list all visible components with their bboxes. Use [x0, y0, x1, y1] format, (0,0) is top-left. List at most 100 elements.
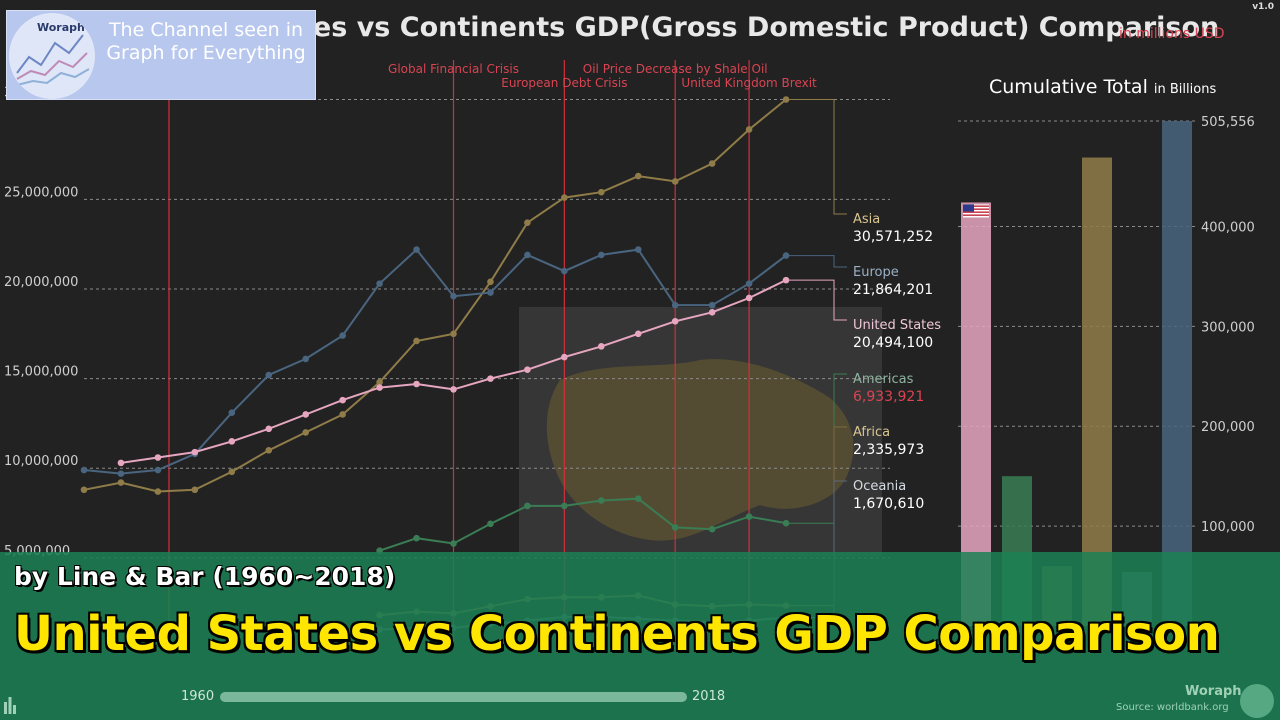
cumulative-title-text: Cumulative Total	[989, 76, 1148, 98]
data-point	[598, 497, 605, 504]
data-point	[524, 366, 531, 373]
bar-tick-label: 100,000	[1201, 520, 1255, 535]
data-point	[598, 188, 605, 196]
event-label: Oil Price Decrease by Shale Oil	[583, 62, 768, 76]
data-point	[598, 251, 605, 259]
flag-stripe	[963, 211, 989, 213]
data-point	[302, 355, 310, 363]
logo-tagline: The Channel seen in Graph for Everything	[106, 19, 306, 64]
data-point	[376, 384, 383, 391]
series-name-label: Asia	[853, 212, 880, 227]
data-point	[634, 246, 642, 253]
data-point	[782, 252, 790, 259]
chart-title: tes vs Continents GDP(Gross Domestic Pro…	[300, 12, 1220, 43]
timeline-start: 1960	[181, 689, 215, 704]
data-point	[228, 409, 236, 416]
data-point	[634, 330, 642, 338]
data-point	[782, 519, 790, 527]
data-point	[524, 251, 531, 259]
data-point	[745, 513, 753, 520]
label-connector	[789, 99, 847, 215]
event-label: United Kingdom Brexit	[681, 76, 817, 90]
data-point	[487, 375, 494, 382]
series-name-label: United States	[853, 318, 941, 333]
timeline-end: 2018	[692, 689, 726, 704]
data-point	[117, 459, 125, 467]
y-tick-label: 10,000,000	[4, 454, 78, 469]
series-name-label: Africa	[853, 425, 890, 440]
series-value-label: 6,933,921	[853, 389, 924, 405]
data-point	[302, 411, 310, 418]
data-point	[561, 267, 568, 275]
data-point	[413, 380, 420, 388]
footer-logo-icon	[1240, 684, 1274, 718]
data-point	[450, 292, 457, 300]
data-point	[117, 470, 125, 477]
data-point	[339, 411, 346, 418]
bar-tick-label: 400,000	[1201, 220, 1255, 235]
series-end-labels: Asia 30,571,252 Europe 21,864,201 United Sta…	[789, 99, 941, 619]
data-point	[708, 160, 716, 167]
data-point	[598, 343, 605, 350]
data-point	[487, 289, 494, 296]
flag-stripe	[963, 205, 989, 207]
data-point	[228, 438, 236, 445]
label-connector	[789, 279, 847, 321]
data-point	[413, 337, 420, 345]
bar-chart-icon	[4, 697, 16, 714]
data-point	[745, 280, 753, 287]
data-point	[671, 301, 679, 309]
bar-tick-label: 505,556	[1201, 115, 1255, 130]
data-point	[450, 330, 457, 338]
footer-brand: Woraph	[1185, 684, 1242, 699]
data-point	[80, 466, 88, 474]
series-name-label: Americas	[853, 372, 914, 387]
data-point	[782, 96, 790, 103]
data-point	[191, 448, 199, 456]
data-point	[450, 540, 457, 547]
data-point	[413, 534, 420, 542]
series-value-label: 21,864,201	[853, 282, 933, 298]
data-point	[524, 219, 531, 226]
data-point	[450, 386, 457, 393]
data-point	[671, 178, 679, 185]
data-point	[487, 520, 494, 528]
data-point	[671, 524, 679, 531]
footer-source: Source: worldbank.org	[1116, 702, 1229, 713]
flag-stripe	[963, 214, 989, 216]
data-point	[634, 172, 642, 180]
series-name-label: Oceania	[853, 479, 906, 494]
data-point	[671, 317, 679, 325]
version-label: v1.0	[1252, 2, 1274, 12]
data-point	[339, 332, 346, 339]
label-connector	[789, 255, 847, 268]
data-point	[561, 353, 568, 361]
data-point	[339, 396, 346, 404]
data-point	[228, 468, 236, 476]
logo-brand: Woraph	[37, 21, 85, 34]
cumulative-bars: 100,000 200,000 300,000 400,000 505,556	[958, 115, 1255, 626]
flag-canton	[963, 204, 974, 212]
y-tick-label: 20,000,000	[4, 275, 78, 290]
series-line	[83, 98, 787, 493]
data-point	[782, 276, 790, 284]
data-point	[413, 246, 420, 253]
data-point	[117, 479, 125, 486]
cumulative-title: Cumulative Total in Billions	[989, 76, 1216, 98]
data-point	[708, 525, 716, 533]
event-label: Global Financial Crisis	[388, 62, 519, 76]
timeline-slider[interactable]	[220, 692, 687, 702]
series-value-label: 20,494,100	[853, 335, 933, 351]
data-point	[154, 466, 162, 474]
channel-logo-banner: Woraph The Channel seen in Graph for Eve…	[6, 10, 316, 100]
data-point	[561, 194, 568, 201]
series-value-label: 30,571,252	[853, 229, 933, 245]
data-point	[80, 486, 88, 494]
data-point	[745, 126, 753, 133]
bar-tick-label: 200,000	[1201, 420, 1255, 435]
overlay-subtitle: by Line & Bar (1960~2018)	[14, 562, 396, 591]
data-point	[634, 495, 642, 503]
